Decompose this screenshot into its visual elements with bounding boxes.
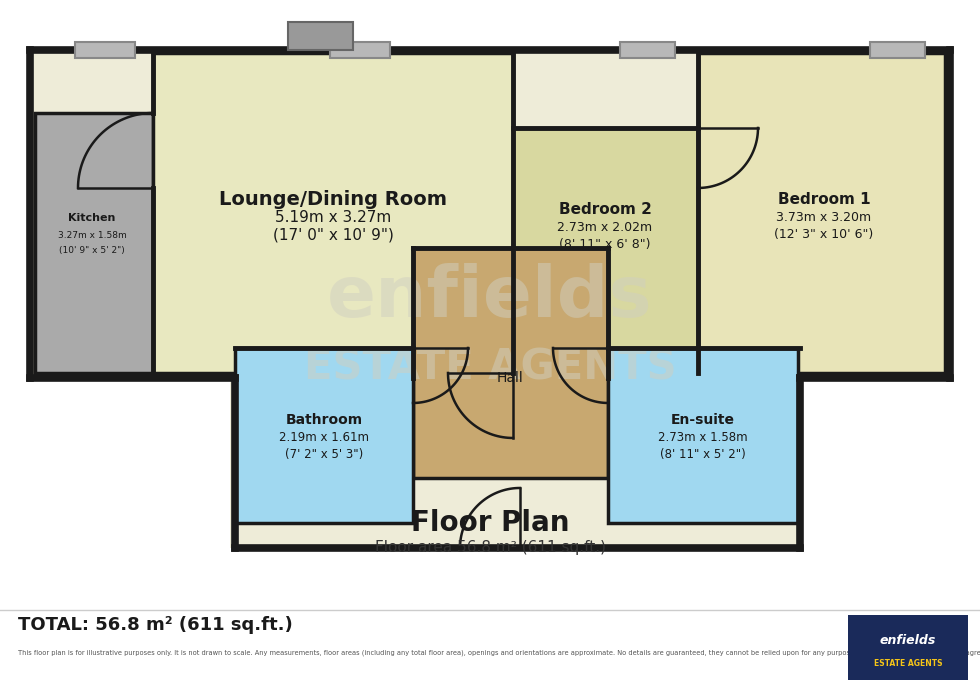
- Bar: [513, 128, 698, 373]
- Text: This floor plan is for illustrative purposes only. It is not drawn to scale. Any: This floor plan is for illustrative purp…: [18, 650, 980, 656]
- Text: (7' 2" x 5' 3"): (7' 2" x 5' 3"): [285, 449, 364, 462]
- Text: Bedroom 1: Bedroom 1: [778, 192, 870, 208]
- Text: 3.73m x 3.20m: 3.73m x 3.20m: [776, 212, 871, 225]
- Text: enfields: enfields: [327, 264, 653, 332]
- Bar: [235, 348, 413, 523]
- Text: 2.73m x 2.02m: 2.73m x 2.02m: [558, 221, 653, 234]
- Text: Kitchen: Kitchen: [69, 213, 116, 223]
- Text: 3.27m x 1.58m: 3.27m x 1.58m: [58, 232, 126, 240]
- Text: En-suite: En-suite: [671, 413, 735, 427]
- Text: Floor Plan: Floor Plan: [411, 509, 569, 537]
- Bar: [698, 53, 945, 373]
- Text: 2.73m x 1.58m: 2.73m x 1.58m: [659, 432, 748, 445]
- Bar: [413, 248, 608, 478]
- Bar: [848, 615, 968, 680]
- Text: ESTATE AGENTS: ESTATE AGENTS: [874, 658, 942, 667]
- Text: 5.19m x 3.27m: 5.19m x 3.27m: [274, 210, 391, 225]
- Bar: [75, 42, 135, 58]
- Bar: [230, 373, 800, 548]
- Text: (12' 3" x 10' 6"): (12' 3" x 10' 6"): [774, 229, 873, 242]
- Text: (8' 11" x 6' 8"): (8' 11" x 6' 8"): [560, 238, 651, 251]
- Bar: [870, 42, 925, 58]
- Bar: [153, 53, 513, 373]
- Bar: [608, 348, 798, 523]
- Bar: [620, 42, 675, 58]
- Text: enfields: enfields: [880, 634, 936, 647]
- Text: (8' 11" x 5' 2"): (8' 11" x 5' 2"): [661, 449, 746, 462]
- Text: 2.19m x 1.61m: 2.19m x 1.61m: [279, 432, 369, 445]
- Text: (17' 0" x 10' 9"): (17' 0" x 10' 9"): [272, 227, 393, 242]
- Text: (10' 9" x 5' 2"): (10' 9" x 5' 2"): [59, 247, 124, 256]
- Text: Hall: Hall: [497, 371, 523, 385]
- Text: TOTAL: 56.8 m² (611 sq.ft.): TOTAL: 56.8 m² (611 sq.ft.): [18, 616, 293, 634]
- Text: ESTATE AGENTS: ESTATE AGENTS: [304, 347, 676, 389]
- Bar: [288, 22, 353, 50]
- Bar: [330, 42, 390, 58]
- Bar: [30, 48, 950, 378]
- Bar: [35, 113, 153, 373]
- Text: Bedroom 2: Bedroom 2: [559, 203, 652, 217]
- Text: Bathroom: Bathroom: [285, 413, 363, 427]
- Text: Lounge/Dining Room: Lounge/Dining Room: [219, 190, 447, 210]
- Text: Floor area 56.8 m² (611 sq.ft.): Floor area 56.8 m² (611 sq.ft.): [374, 540, 606, 556]
